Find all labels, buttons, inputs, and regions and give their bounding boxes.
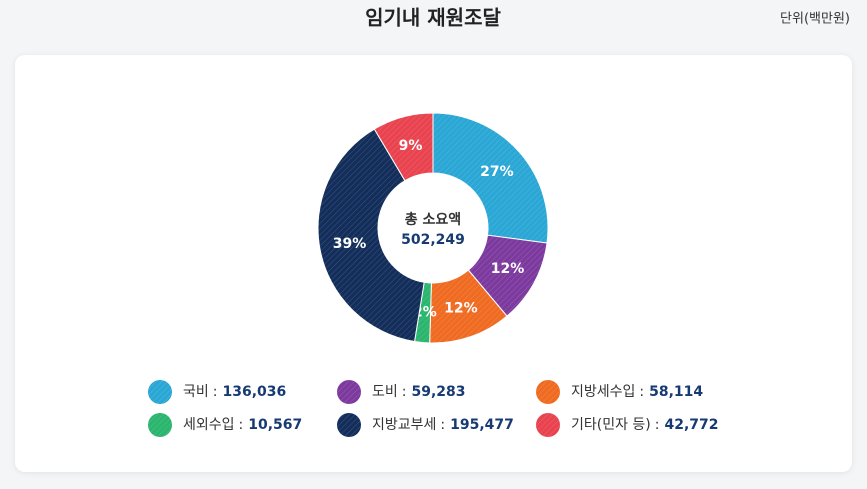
slice-label: 12%	[491, 261, 525, 277]
legend-value: 136,036	[222, 384, 286, 400]
center-total: 502,249	[401, 232, 465, 248]
legend-name: 도비	[372, 384, 398, 400]
legend-separator: :	[239, 417, 244, 433]
legend-entry: 기타(민자 등):42,772	[571, 417, 719, 433]
chart-title: 임기내 재원조달	[365, 6, 501, 30]
slice-label: 9%	[399, 138, 423, 154]
legend-swatch-texture	[148, 380, 172, 404]
legend-name: 지방교부세	[372, 417, 436, 433]
legend-swatch-texture	[536, 413, 560, 437]
legend-value: 58,114	[649, 384, 703, 400]
legend-entry: 국비:136,036	[183, 384, 286, 400]
legend-name: 지방세수입	[571, 384, 635, 400]
slice-label: 39%	[333, 236, 367, 252]
legend-entry: 도비:59,283	[372, 384, 466, 400]
legend-name: 세외수입	[183, 417, 235, 433]
legend-entry: 지방세수입:58,114	[571, 384, 703, 400]
slice-label: 27%	[480, 164, 514, 180]
legend-separator: :	[639, 384, 644, 400]
card	[15, 55, 852, 472]
center-title: 총 소요액	[405, 211, 461, 228]
legend-name: 기타(민자 등)	[571, 417, 651, 433]
legend-separator: :	[402, 384, 407, 400]
legend-swatch-texture	[148, 413, 172, 437]
legend-name: 국비	[183, 384, 209, 400]
legend-value: 10,567	[248, 417, 302, 433]
legend-separator: :	[655, 417, 660, 433]
legend-value: 59,283	[411, 384, 465, 400]
legend-entry: 세외수입:10,567	[183, 417, 302, 433]
legend-separator: :	[213, 384, 218, 400]
legend-swatch-texture	[337, 413, 361, 437]
legend-value: 42,772	[665, 417, 719, 433]
legend-separator: :	[440, 417, 445, 433]
legend-entry: 지방교부세:195,477	[372, 417, 514, 433]
legend-swatch-texture	[337, 380, 361, 404]
legend-value: 195,477	[450, 417, 514, 433]
unit-label: 단위(백만원)	[780, 12, 850, 27]
slice-label: 12%	[444, 300, 478, 316]
legend-swatch-texture	[536, 380, 560, 404]
